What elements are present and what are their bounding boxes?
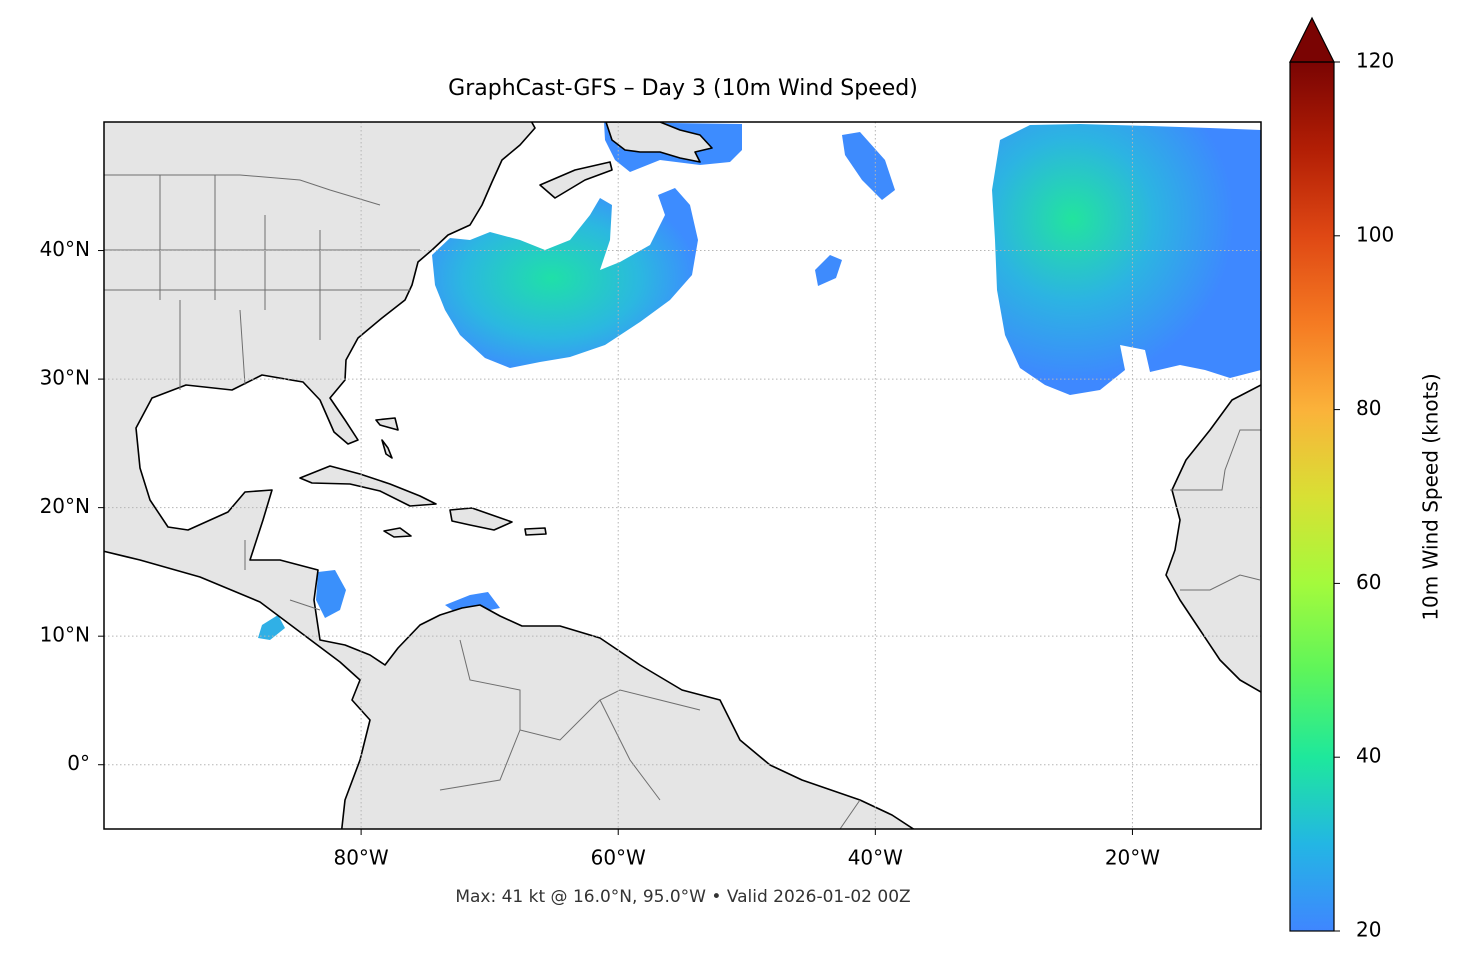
x-tick-label: 80°W: [333, 846, 388, 870]
grid: [104, 122, 1261, 829]
land-bahamas: [375, 417, 399, 459]
x-tick-label: 60°W: [591, 846, 646, 870]
land-hispaniola: [449, 507, 513, 531]
land-africa: [1165, 383, 1261, 693]
colorbar-frame: [1289, 61, 1335, 932]
wind-field: [992, 124, 1261, 395]
chart-title: GraphCast-GFS – Day 3 (10m Wind Speed): [448, 76, 918, 101]
wind-field: [432, 188, 698, 368]
land-jamaica: [383, 527, 412, 538]
colorbar-extension: [1289, 16, 1335, 63]
borders: [104, 174, 1261, 829]
colorbar: 20 40 60 80 100 120: [1289, 16, 1394, 942]
y-tick-label: 20°N: [40, 494, 90, 518]
colorbar-tick-label: 80: [1356, 396, 1381, 420]
wind-field: [316, 570, 346, 618]
colorbar-tick-label: 20: [1356, 918, 1381, 942]
wind-field: [445, 592, 500, 612]
colorbar-tick-label: 100: [1356, 222, 1394, 246]
land-cuba: [299, 465, 437, 507]
colorbar-tick-label: 60: [1356, 570, 1381, 594]
land-newfoundland: [605, 122, 713, 163]
colorbar-ramp: [1290, 62, 1334, 931]
wind-field: [842, 132, 895, 200]
land-americas: [104, 122, 915, 829]
y-tick-label: 0°: [67, 751, 90, 775]
colorbar-tick-label: 120: [1356, 49, 1394, 73]
colorbar-tick-label: 40: [1356, 744, 1381, 768]
footnote: Max: 41 kt @ 16.0°N, 95.0°W • Valid 2026…: [455, 887, 910, 907]
colorbar-label: 10m Wind Speed (knots): [1419, 373, 1443, 620]
x-tick-label: 40°W: [848, 846, 903, 870]
x-tick-label: 20°W: [1105, 846, 1160, 870]
y-tick-label: 10°N: [40, 623, 90, 647]
wind-field: [815, 255, 842, 286]
land-nova-scotia: [539, 161, 613, 199]
map-frame: [103, 121, 1262, 830]
map-area: [104, 122, 1261, 829]
wind-field: [258, 615, 285, 640]
y-tick-label: 30°N: [40, 366, 90, 390]
y-tick-label: 40°N: [40, 237, 90, 261]
land-puerto-rico: [524, 527, 547, 536]
